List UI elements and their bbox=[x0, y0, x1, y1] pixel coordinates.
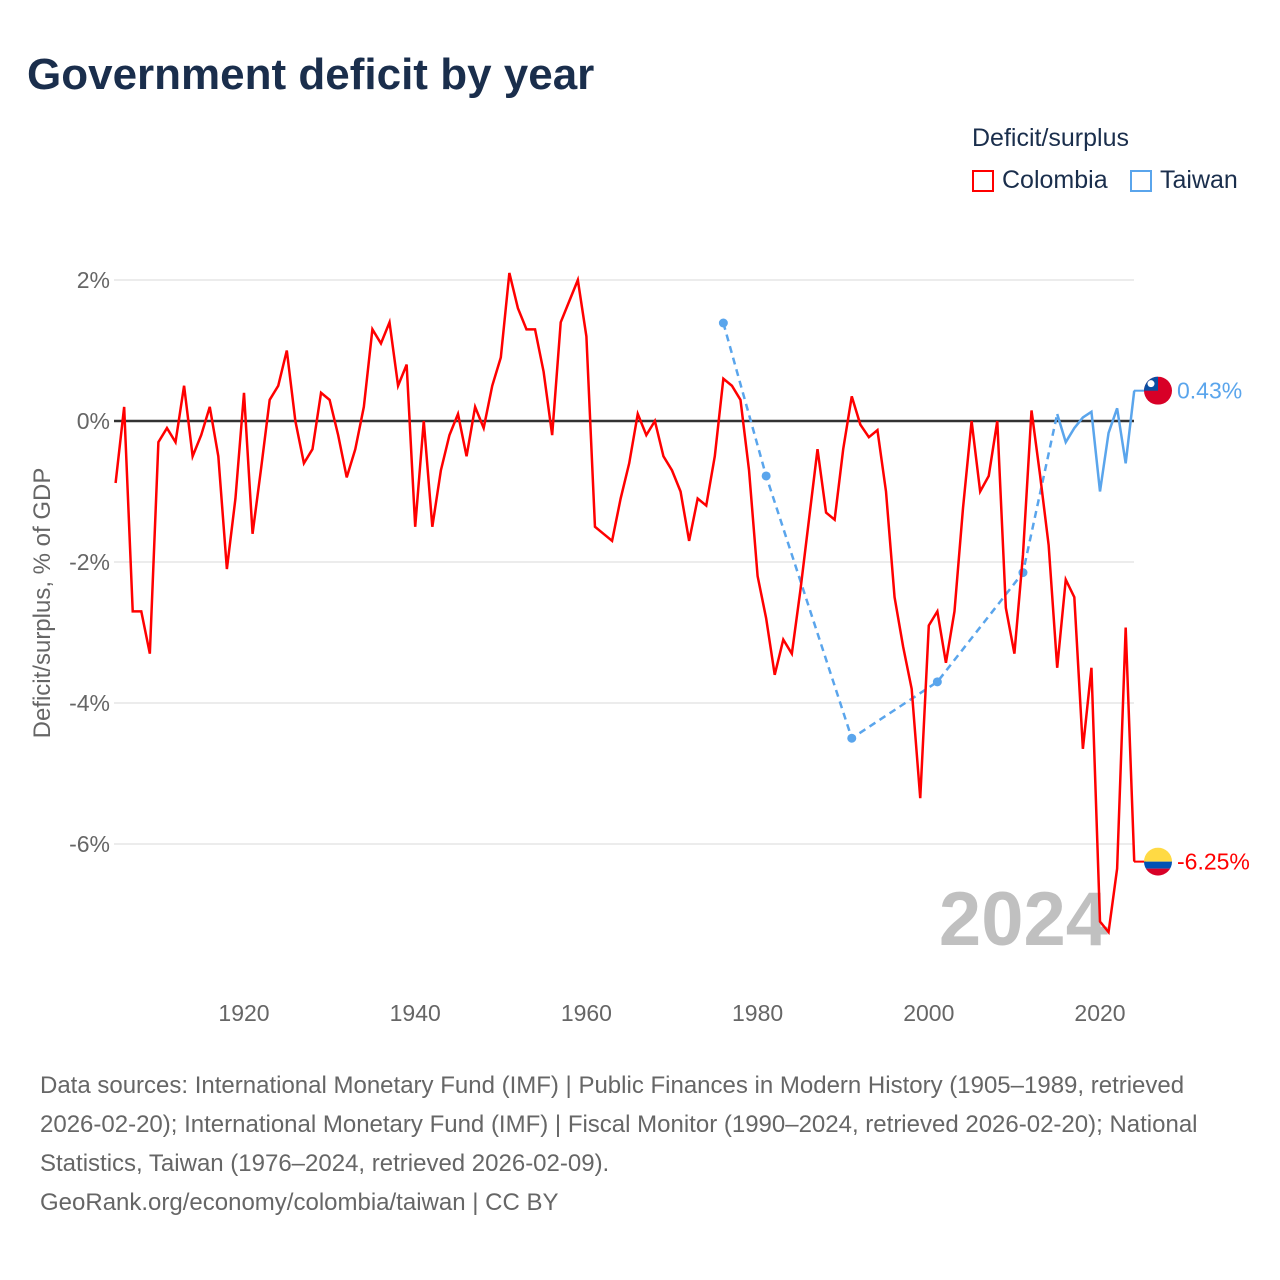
flag-fill bbox=[1144, 847, 1172, 876]
y-axis-label: Deficit/surplus, % of GDP bbox=[29, 468, 56, 739]
chart-title: Government deficit by year bbox=[27, 50, 595, 99]
colombia-line bbox=[114, 272, 1136, 936]
taiwan-flag-icon bbox=[1144, 376, 1172, 405]
taiwan-sparse-line bbox=[722, 322, 1059, 741]
y-tick-label: 0% bbox=[77, 408, 110, 434]
legend-item-colombia[interactable]: Colombia bbox=[972, 166, 1108, 195]
legend-label: Colombia bbox=[1002, 166, 1108, 194]
taiwan-point bbox=[718, 318, 728, 328]
x-tick-label: 1980 bbox=[732, 1000, 783, 1026]
legend-item-taiwan[interactable]: Taiwan bbox=[1130, 166, 1238, 195]
x-tick-label: 1940 bbox=[390, 1000, 441, 1026]
data-sources: Data sources: International Monetary Fun… bbox=[40, 1072, 1198, 1177]
credit-link[interactable]: GeoRank.org/economy/colombia/taiwan | CC… bbox=[40, 1189, 559, 1216]
colombia-end-label: -6.25% bbox=[1177, 849, 1250, 875]
x-tick-label: 1920 bbox=[218, 1000, 269, 1026]
legend-label: Taiwan bbox=[1160, 166, 1238, 194]
y-tick-label: -6% bbox=[69, 831, 110, 857]
flag-red bbox=[1144, 868, 1172, 876]
flag-sun bbox=[1147, 380, 1155, 388]
footer: Data sources: International Monetary Fun… bbox=[40, 1066, 1250, 1222]
flag-yellow bbox=[1144, 847, 1172, 862]
x-tick-label: 2020 bbox=[1074, 1000, 1125, 1026]
year-watermark: 2024 bbox=[939, 877, 1108, 962]
y-tick-label: 2% bbox=[77, 267, 110, 293]
colombia-flag-icon bbox=[1144, 847, 1172, 876]
taiwan-point bbox=[761, 471, 771, 481]
flag-fill bbox=[1144, 376, 1172, 405]
y-tick-label: -4% bbox=[69, 690, 110, 716]
taiwan-end-label: 0.43% bbox=[1177, 378, 1242, 404]
taiwan-point bbox=[1018, 568, 1028, 578]
x-tick-label: 1960 bbox=[561, 1000, 612, 1026]
flag-blue bbox=[1144, 861, 1172, 869]
legend-swatch-taiwan bbox=[1130, 169, 1152, 192]
legend-swatch-colombia bbox=[972, 169, 994, 192]
taiwan-point bbox=[847, 733, 857, 743]
y-tick-label: -2% bbox=[69, 549, 110, 575]
x-tick-label: 2000 bbox=[903, 1000, 954, 1026]
taiwan-line bbox=[1056, 390, 1136, 492]
legend-title: Deficit/surplus bbox=[972, 124, 1129, 152]
taiwan-point bbox=[932, 677, 942, 687]
